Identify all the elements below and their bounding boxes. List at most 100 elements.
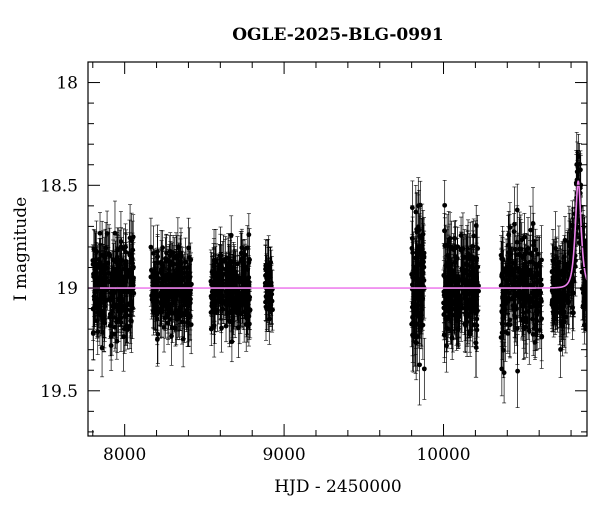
data-point bbox=[410, 250, 416, 256]
data-point bbox=[415, 203, 421, 209]
data-point bbox=[444, 343, 449, 349]
data-point bbox=[130, 280, 136, 285]
data-point bbox=[127, 289, 133, 295]
data-point bbox=[97, 230, 103, 236]
data-point bbox=[154, 316, 160, 322]
data-point bbox=[124, 313, 130, 318]
data-point bbox=[474, 258, 479, 264]
data-point bbox=[263, 282, 269, 288]
data-point bbox=[188, 257, 194, 263]
data-point bbox=[241, 300, 247, 306]
data-point bbox=[410, 271, 416, 276]
data-point bbox=[224, 282, 230, 288]
data-point bbox=[458, 247, 464, 253]
data-point bbox=[268, 259, 274, 265]
data-point bbox=[451, 288, 457, 294]
data-point bbox=[472, 322, 477, 327]
data-point bbox=[442, 274, 448, 280]
data-point bbox=[117, 271, 122, 277]
data-point bbox=[413, 209, 419, 215]
data-point bbox=[188, 322, 194, 328]
data-point bbox=[474, 280, 480, 286]
data-point bbox=[95, 306, 100, 311]
data-point bbox=[170, 290, 176, 296]
data-point bbox=[155, 331, 161, 337]
data-point bbox=[127, 252, 133, 258]
data-point bbox=[442, 243, 448, 249]
data-point bbox=[414, 226, 420, 232]
data-point bbox=[125, 327, 131, 333]
data-point bbox=[415, 289, 421, 295]
data-point bbox=[177, 259, 183, 265]
data-point bbox=[118, 260, 123, 266]
data-point bbox=[209, 269, 215, 275]
data-point bbox=[528, 227, 534, 233]
data-point bbox=[163, 258, 169, 264]
data-point bbox=[102, 275, 108, 280]
data-point bbox=[107, 323, 113, 329]
data-point bbox=[474, 327, 480, 333]
data-point bbox=[454, 255, 460, 261]
data-point bbox=[449, 335, 455, 341]
data-point bbox=[235, 325, 241, 330]
data-point bbox=[468, 306, 473, 312]
data-point bbox=[211, 261, 217, 267]
data-point bbox=[442, 306, 448, 312]
data-point bbox=[235, 306, 241, 312]
data-point bbox=[409, 235, 415, 241]
data-point bbox=[410, 332, 415, 338]
data-point bbox=[421, 366, 427, 372]
data-point bbox=[469, 300, 475, 305]
data-point bbox=[246, 279, 251, 284]
data-point bbox=[468, 272, 474, 278]
data-point bbox=[464, 314, 470, 320]
data-point bbox=[456, 307, 462, 313]
data-point bbox=[418, 302, 424, 308]
data-point bbox=[91, 246, 97, 252]
data-point bbox=[228, 232, 234, 238]
data-point bbox=[227, 318, 232, 324]
data-point bbox=[99, 345, 105, 351]
data-point bbox=[244, 245, 250, 251]
data-point bbox=[473, 344, 479, 350]
data-point bbox=[128, 318, 134, 324]
data-point bbox=[416, 282, 422, 288]
data-point bbox=[417, 362, 422, 368]
data-point bbox=[180, 336, 186, 342]
data-point bbox=[104, 297, 109, 303]
data-point bbox=[452, 260, 458, 266]
data-point bbox=[100, 330, 106, 335]
data-point bbox=[112, 230, 118, 236]
data-point bbox=[267, 292, 273, 298]
data-point bbox=[223, 323, 229, 329]
data-point bbox=[98, 264, 104, 269]
data-point bbox=[163, 299, 169, 304]
data-point bbox=[129, 238, 135, 244]
data-point bbox=[187, 313, 193, 319]
data-point bbox=[264, 296, 270, 302]
data-point bbox=[410, 282, 415, 288]
data-point bbox=[442, 202, 448, 208]
data-point bbox=[211, 309, 217, 315]
data-point bbox=[159, 309, 165, 315]
data-point bbox=[151, 279, 157, 284]
data-point bbox=[244, 314, 250, 320]
data-point bbox=[167, 282, 173, 288]
data-point bbox=[121, 334, 126, 340]
data-point bbox=[413, 255, 419, 261]
data-point bbox=[409, 205, 415, 211]
data-point bbox=[148, 244, 154, 250]
data-point bbox=[445, 288, 451, 294]
data-point bbox=[459, 286, 465, 292]
data-point bbox=[247, 307, 252, 312]
data-point bbox=[448, 261, 454, 267]
data-point bbox=[165, 273, 171, 279]
data-point bbox=[231, 274, 236, 280]
data-point bbox=[164, 291, 169, 297]
data-point bbox=[448, 298, 454, 304]
data-point bbox=[237, 311, 243, 317]
data-point bbox=[123, 261, 128, 267]
data-point bbox=[161, 325, 167, 330]
data-point bbox=[467, 331, 473, 337]
observations-layer bbox=[90, 132, 587, 408]
